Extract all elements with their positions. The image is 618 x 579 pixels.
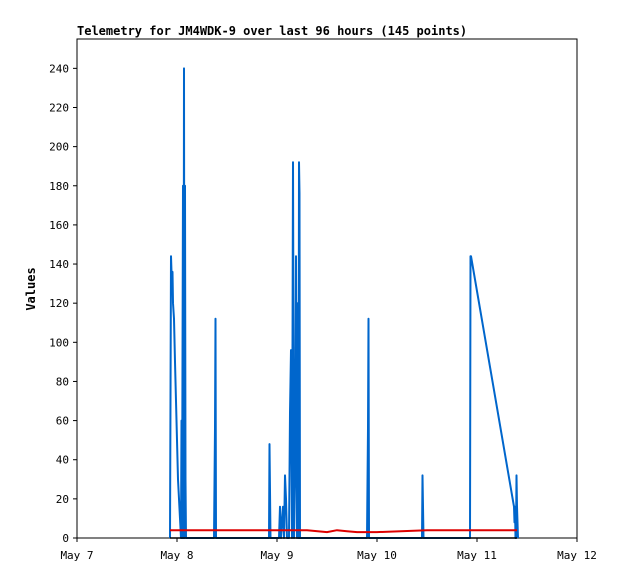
y-tick-label: 0 — [62, 532, 69, 545]
y-tick-label: 80 — [56, 375, 69, 388]
x-axis-ticks: May 7 May 8 May 9 May 10 May 11 May 12 — [60, 538, 597, 562]
y-tick-label: 100 — [49, 336, 69, 349]
chart-title: Telemetry for JM4WDK-9 over last 96 hour… — [77, 24, 467, 38]
y-tick-label: 120 — [49, 297, 69, 310]
y-axis-ticks: 0 20 40 60 80 100 120 140 160 180 200 220 240 — [49, 62, 77, 545]
plot-frame — [76, 38, 578, 539]
series-line-2 — [170, 529, 517, 534]
x-tick-label: May 12 — [557, 549, 597, 562]
y-tick-label: 200 — [49, 141, 69, 154]
y-tick-label: 20 — [56, 493, 69, 506]
series-layer — [169, 67, 519, 539]
y-tick-label: 180 — [49, 180, 69, 193]
y-axis-label: Values — [24, 267, 38, 310]
y-tick-label: 160 — [49, 219, 69, 232]
y-tick-label: 60 — [56, 415, 69, 428]
y-tick-label: 220 — [49, 101, 69, 114]
x-tick-label: May 7 — [60, 549, 93, 562]
y-tick-label: 140 — [49, 258, 69, 271]
x-tick-label: May 8 — [160, 549, 193, 562]
x-tick-label: May 9 — [260, 549, 293, 562]
y-tick-label: 40 — [56, 454, 69, 467]
series-line-1 — [169, 67, 519, 539]
x-tick-label: May 11 — [457, 549, 497, 562]
y-tick-label: 240 — [49, 62, 69, 75]
x-tick-label: May 10 — [357, 549, 397, 562]
